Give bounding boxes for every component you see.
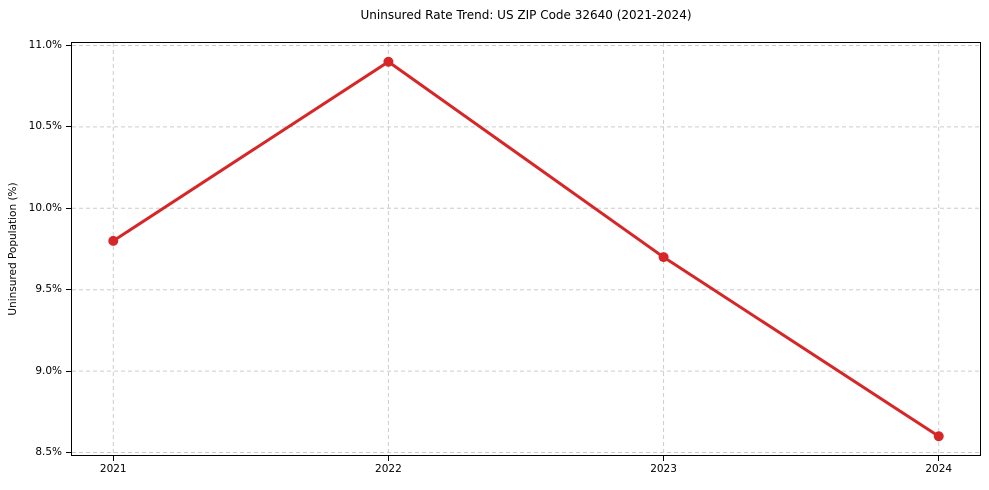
data-point-marker — [383, 56, 394, 67]
y-tick-mark — [66, 452, 71, 454]
y-axis-label: Uninsured Population (%) — [7, 182, 19, 316]
y-tick-mark — [66, 126, 71, 128]
y-tick-mark — [66, 44, 71, 46]
chart-title: Uninsured Rate Trend: US ZIP Code 32640 … — [360, 8, 692, 22]
x-tick-label: 2024 — [925, 463, 953, 475]
trend-line — [111, 60, 941, 438]
x-tick-mark — [112, 456, 114, 461]
data-point-marker — [933, 431, 944, 442]
plot-area — [71, 42, 981, 456]
y-tick-mark — [66, 370, 71, 372]
y-tick-mark — [66, 289, 71, 291]
trend-line-chart — [72, 43, 980, 455]
x-tick-mark — [938, 456, 940, 461]
y-tick-label: 11.0% — [28, 38, 62, 51]
x-tick-mark — [663, 456, 665, 461]
x-tick-label: 2021 — [99, 463, 127, 475]
data-point-marker — [658, 252, 669, 263]
y-tick-label: 9.5% — [35, 283, 62, 296]
y-tick-label: 8.5% — [35, 446, 62, 459]
x-tick-label: 2023 — [650, 463, 677, 475]
x-tick-label: 2022 — [375, 463, 402, 475]
data-point-marker — [108, 235, 119, 246]
y-tick-label: 9.0% — [35, 364, 62, 377]
y-tick-label: 10.5% — [28, 120, 62, 133]
x-tick-mark — [387, 456, 389, 461]
y-tick-mark — [66, 207, 71, 209]
y-tick-label: 10.0% — [28, 201, 62, 214]
